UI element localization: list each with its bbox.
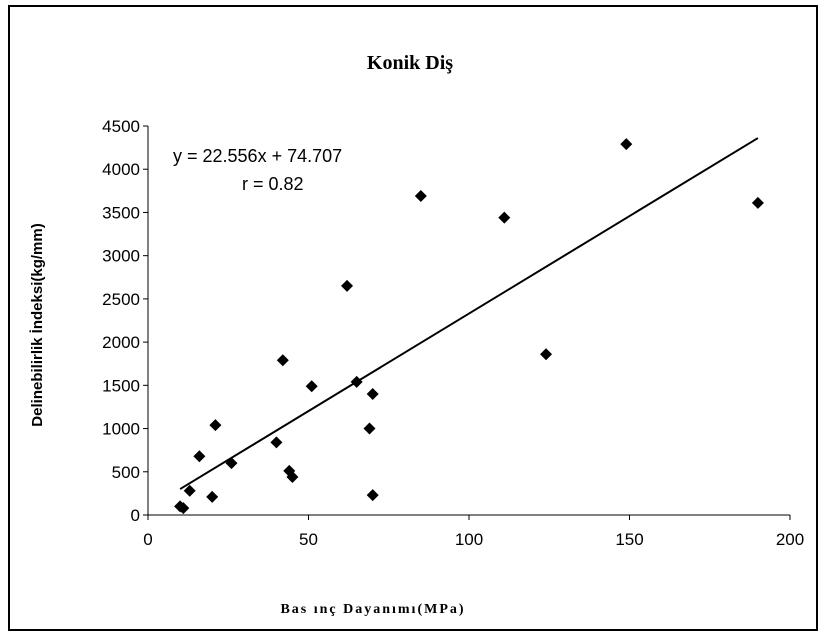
x-tick-label: 0 <box>143 530 152 549</box>
trendline-equation: y = 22.556x + 74.707 <box>173 146 342 166</box>
data-point-diamond <box>270 436 283 449</box>
data-point-diamond <box>193 450 206 463</box>
y-tick-label: 2500 <box>102 290 140 309</box>
data-points <box>174 138 764 515</box>
y-axis-label: Delinebilirlik İndeksi(kg/mm) <box>29 223 46 426</box>
x-tick-label: 50 <box>299 530 318 549</box>
x-tick-label: 150 <box>615 530 643 549</box>
data-point-diamond <box>751 196 764 209</box>
y-tick-label: 1000 <box>102 420 140 439</box>
y-axis-ticks: 0 500 1000 1500 2000 2500 3000 3500 4000 4500 <box>102 117 148 525</box>
data-point-diamond <box>341 279 354 292</box>
data-point-diamond <box>209 419 222 432</box>
data-point-diamond <box>414 190 427 203</box>
x-axis-label: Bas ınç Dayanımı(MPa) <box>280 602 465 617</box>
x-tick-label: 200 <box>776 530 804 549</box>
data-point-diamond <box>363 422 376 435</box>
y-tick-label: 4500 <box>102 117 140 136</box>
data-point-diamond <box>206 490 219 503</box>
y-tick-label: 4000 <box>102 160 140 179</box>
data-point-diamond <box>498 211 511 224</box>
chart-svg: Konik Diş 050010001500200025003000350040… <box>29 52 804 617</box>
data-point-diamond <box>286 470 299 483</box>
y-tick-label: 2000 <box>102 333 140 352</box>
trend-line <box>179 137 759 490</box>
trendline-r-value: r = 0.82 <box>242 174 304 194</box>
chart-title: Konik Diş <box>367 52 453 74</box>
data-point-diamond <box>620 138 633 151</box>
y-tick-label: 3500 <box>102 203 140 222</box>
data-point-diamond <box>366 387 379 400</box>
data-point-diamond <box>540 348 553 361</box>
data-point-diamond <box>183 484 196 497</box>
data-point-diamond <box>305 380 318 393</box>
data-point-diamond <box>350 375 363 388</box>
y-tick-label: 1500 <box>102 376 140 395</box>
x-tick-label: 100 <box>455 530 483 549</box>
data-point-diamond <box>366 489 379 502</box>
y-tick-label: 3000 <box>102 247 140 266</box>
chart-frame: Konik Diş 0 500 1000 1500 2000 2500 3000 3500 40… <box>8 5 818 631</box>
y-tick-label: 500 <box>112 463 140 482</box>
data-point-diamond <box>225 457 238 470</box>
x-axis-ticks: 0 50 100 150 200 <box>143 515 804 549</box>
y-tick-label: 0 <box>131 506 140 525</box>
data-point-diamond <box>177 502 190 515</box>
data-point-diamond <box>276 354 289 367</box>
